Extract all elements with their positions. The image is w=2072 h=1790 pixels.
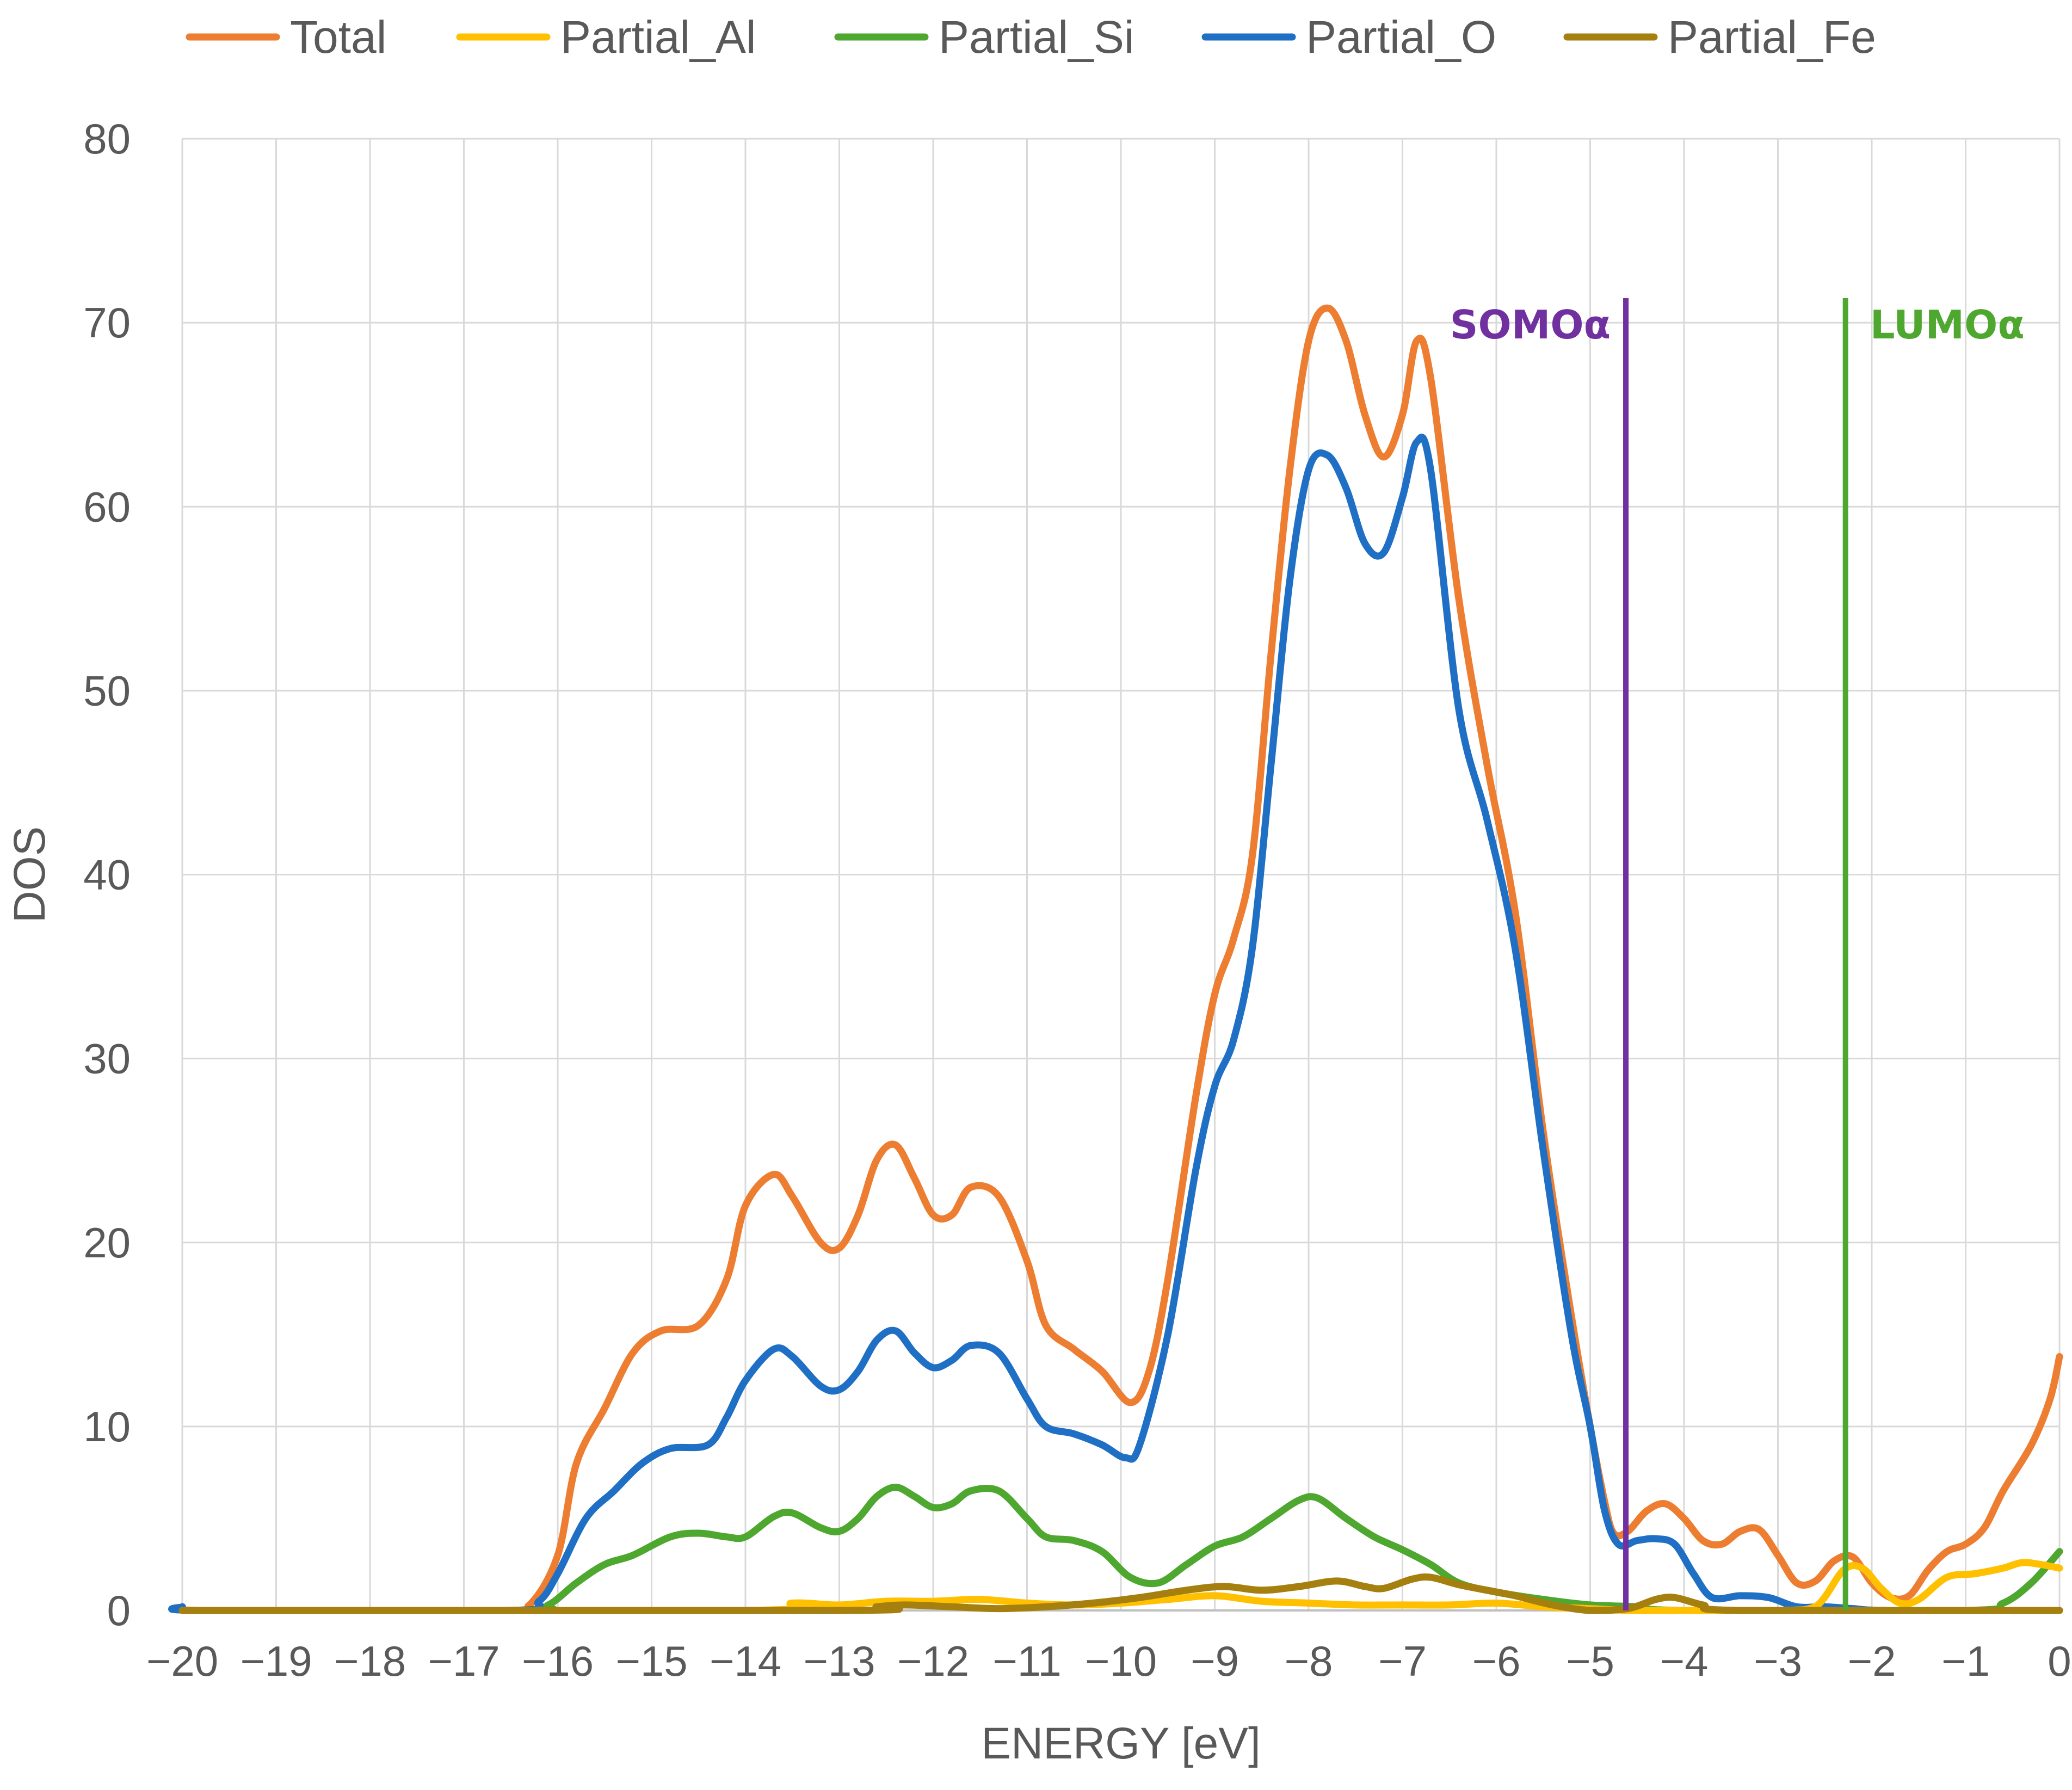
x-tick-label: −8: [1285, 1637, 1333, 1685]
y-axis-title: DOS: [5, 826, 54, 923]
y-tick-label: 20: [83, 1219, 131, 1267]
series-line-partial-al: [178, 1559, 2063, 1614]
x-tick-label: −1: [1941, 1637, 1990, 1685]
marker-layer: SOMOα LUMOα: [1450, 298, 2025, 1610]
legend-label: Partial_Fe: [1668, 11, 1876, 63]
x-tick-label: −4: [1660, 1637, 1709, 1685]
x-tick-label: −3: [1754, 1637, 1802, 1685]
x-tick-label: −19: [240, 1637, 312, 1685]
series-line-partial-si: [178, 1484, 2063, 1614]
grid-layer: [181, 138, 2061, 1612]
series-layer: [168, 304, 2063, 1614]
x-tick-label: −6: [1472, 1637, 1521, 1685]
y-tick-label: 80: [83, 115, 131, 163]
series-line-partial-fe: [178, 1573, 2063, 1614]
x-tick-label: −10: [1085, 1637, 1157, 1685]
x-tick-label: −2: [1848, 1637, 1896, 1685]
tick-layer: −20 −19 −18 −17 −16 −15 −14 −13 −12 −11 −10 −9 −8 −7−…: [83, 115, 2071, 1685]
legend-label: Partial_Al: [560, 11, 756, 63]
y-tick-label: 50: [83, 666, 131, 714]
y-tick-label: 60: [83, 483, 131, 530]
y-tick-label: 0: [107, 1587, 131, 1634]
x-tick-label: −15: [615, 1637, 687, 1685]
legend-label: Partial_O: [1306, 11, 1496, 63]
y-tick-label: 40: [83, 851, 131, 899]
series-line-partial-o: [168, 434, 2063, 1614]
x-tick-label: −13: [803, 1637, 875, 1685]
x-axis-title: ENERGY [eV]: [981, 1719, 1260, 1768]
legend: Total Partial_Al Partial_Si Partial_O Partia…: [186, 11, 1876, 63]
x-tick-label: −9: [1191, 1637, 1239, 1685]
marker-label-somo: SOMOα: [1450, 302, 1611, 348]
y-tick-label: 70: [83, 299, 131, 347]
legend-label: Total: [290, 11, 386, 63]
x-tick-label: −14: [710, 1637, 781, 1685]
x-tick-label: −11: [992, 1637, 1062, 1685]
x-tick-label: −5: [1566, 1637, 1614, 1685]
marker-label-lumo: LUMOα: [1870, 302, 2025, 348]
y-tick-label: 10: [83, 1403, 131, 1450]
x-tick-label: −20: [146, 1637, 218, 1685]
x-tick-label: 0: [2048, 1637, 2071, 1685]
legend-label: Partial_Si: [939, 11, 1134, 63]
x-tick-label: −12: [897, 1637, 969, 1685]
series-line-total: [169, 304, 2063, 1614]
x-tick-label: −17: [428, 1637, 499, 1685]
x-tick-label: −16: [522, 1637, 594, 1685]
x-tick-label: −18: [334, 1637, 406, 1685]
y-tick-label: 30: [83, 1035, 131, 1083]
x-tick-label: −7: [1378, 1637, 1427, 1685]
